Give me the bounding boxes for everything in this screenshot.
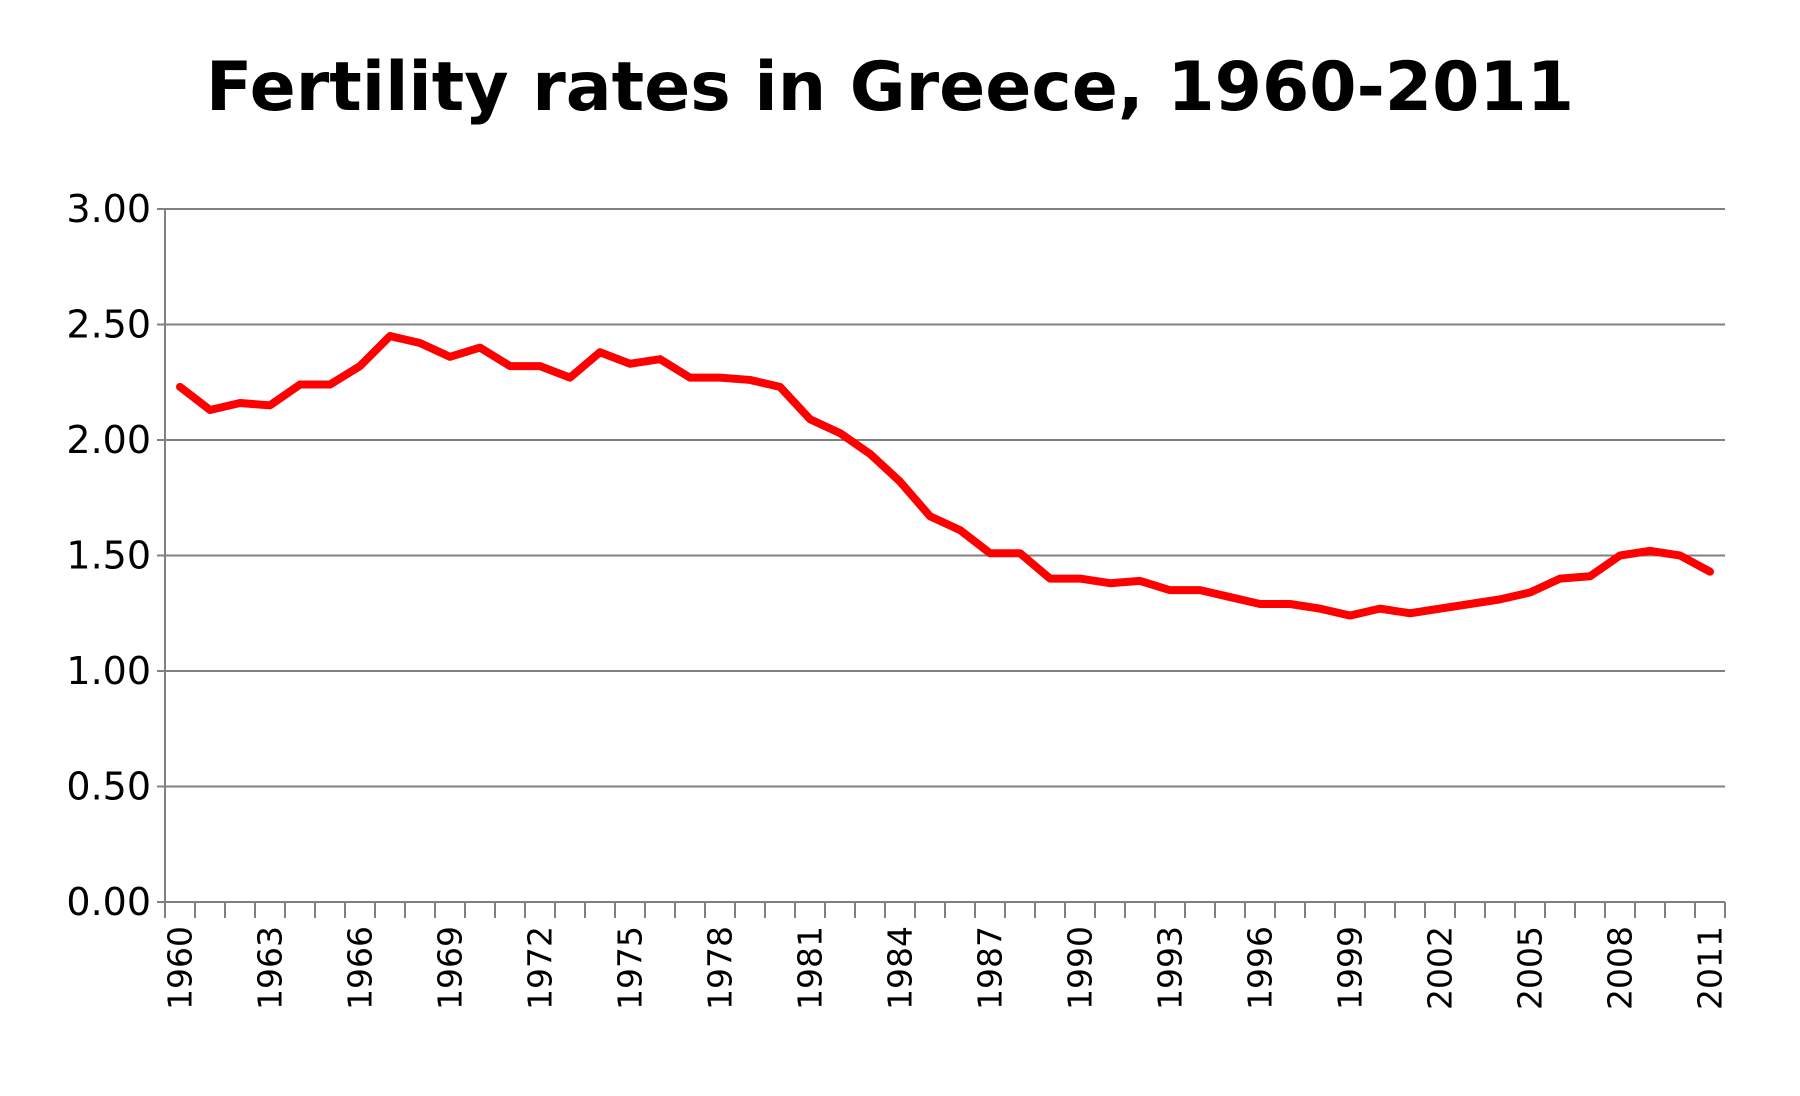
x-tick-label: 2005 [1511,926,1550,1010]
data-point [176,383,184,391]
data-point [236,399,244,407]
data-point [506,362,514,370]
data-point [326,381,334,389]
data-point [1226,593,1234,601]
data-point [926,512,934,520]
data-point [1016,549,1024,557]
x-tick-label: 1984 [881,926,920,1010]
data-point [1556,575,1564,583]
data-point [1076,575,1084,583]
data-point [296,381,304,389]
data-point [1136,577,1144,585]
data-point [1436,605,1444,613]
data-point [1616,552,1624,559]
x-tick-label: 2002 [1421,926,1460,1010]
data-point [536,362,544,370]
series-layer [176,332,1714,620]
y-tick-label: 2.00 [66,418,151,462]
data-point [806,415,814,423]
data-point [566,374,574,382]
data-point [476,344,484,352]
data-point [596,348,604,356]
y-axis-tick-labels: 0.00 0.50 1.00 1.50 2.00 2.50 3.00 [66,187,151,924]
y-tick-label: 2.50 [66,303,151,347]
data-point [1346,612,1354,620]
data-point [686,374,694,382]
data-point [266,401,274,409]
data-point [656,355,664,363]
y-tick-label: 1.00 [66,649,151,693]
data-point [1526,588,1534,596]
data-point [836,429,844,437]
x-tick-label: 1975 [611,926,650,1010]
data-point [1496,595,1504,603]
x-tick-label: 1966 [341,926,380,1010]
y-tick-label: 0.50 [66,765,151,809]
data-point [1166,586,1174,594]
x-tick-label: 1993 [1151,926,1190,1010]
gridlines [165,208,1725,788]
data-point [1256,600,1264,608]
data-point [1466,600,1474,608]
data-point [1676,552,1684,559]
data-point [896,478,904,486]
x-tick-label: 2011 [1691,926,1730,1010]
data-point [1046,575,1054,583]
data-point [356,362,364,370]
x-tick-label: 1999 [1331,926,1370,1010]
data-point [416,339,424,347]
data-point [776,383,784,391]
x-tick-label: 1990 [1061,926,1100,1010]
x-tick-label: 1987 [971,926,1010,1010]
x-tick-label: 1972 [521,926,560,1010]
data-point [1316,605,1324,613]
x-axis-tick-labels: 1960 1963 1966 1969 1972 1975 1978 1981 1984 1987… [161,926,1730,1010]
data-point [1406,609,1414,617]
data-point [1286,600,1294,608]
data-point [956,526,964,534]
x-tick-label: 1981 [791,926,830,1010]
x-tick-label: 1963 [251,926,290,1010]
x-tick-label: 1960 [161,926,200,1010]
series-line [176,332,1714,620]
data-point [1586,572,1594,580]
axes [157,208,1726,918]
data-point [626,360,634,368]
data-point [746,376,754,384]
x-tick-label: 1969 [431,926,470,1010]
data-point [716,374,724,382]
data-point [1376,605,1384,613]
y-tick-label: 1.50 [66,534,151,578]
chart-title: Fertility rates in Greece, 1960-2011 [205,48,1575,127]
data-point [1106,579,1114,587]
y-tick-label: 3.00 [66,187,151,231]
y-tick-label: 0.00 [66,880,151,924]
data-point [986,549,994,557]
data-point [1646,547,1654,555]
data-point [1196,586,1204,594]
data-point [206,406,214,414]
data-point [866,450,874,458]
x-tick-label: 2008 [1601,926,1640,1010]
data-point [446,353,454,361]
data-point [1706,568,1714,576]
x-tick-label: 1978 [701,926,740,1010]
x-tick-label: 1996 [1241,926,1280,1010]
data-point [386,332,394,340]
